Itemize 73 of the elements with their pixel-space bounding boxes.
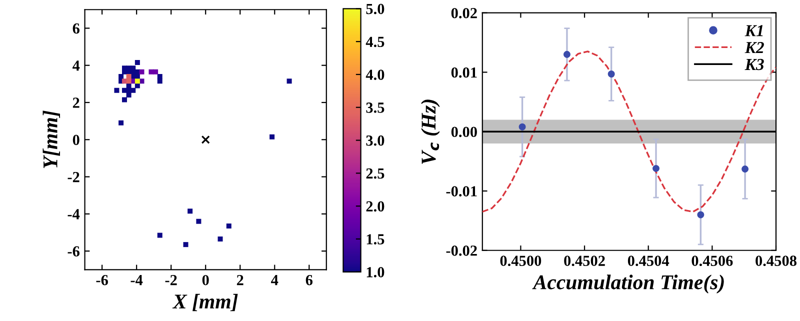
legend-label: K3 xyxy=(744,58,764,70)
color-bar-label: 1.5 xyxy=(366,234,384,244)
point xyxy=(196,218,202,224)
point xyxy=(608,70,615,78)
y-tick-label: 0.02 xyxy=(451,8,477,18)
x-tick-label: 0.4508 xyxy=(756,256,796,266)
point xyxy=(518,123,526,130)
y-tick-label: -6 xyxy=(68,246,80,257)
point xyxy=(563,50,570,58)
color-bar-label: 2.0 xyxy=(366,201,384,212)
y-tick-label: 2 xyxy=(72,98,80,108)
y-axis-title: V$_{c}$ (Hz) xyxy=(420,100,440,164)
point xyxy=(122,97,127,102)
x-tick-label: 2 xyxy=(236,274,244,286)
x-tick-label: 0.4500 xyxy=(500,256,542,266)
color-bar-label: 4.5 xyxy=(366,36,384,48)
point xyxy=(157,232,162,238)
point xyxy=(134,60,140,66)
point xyxy=(183,242,188,248)
point xyxy=(148,69,154,74)
point xyxy=(652,164,660,172)
point xyxy=(126,92,132,98)
point xyxy=(126,74,132,79)
point xyxy=(139,69,144,74)
color-bar-label: 4.0 xyxy=(366,70,384,80)
point xyxy=(201,135,210,144)
x-tick-label: -6 xyxy=(96,274,108,286)
point xyxy=(122,88,127,93)
x-tick-label: 0.4504 xyxy=(628,256,670,266)
x-axis-title: X [mm] xyxy=(172,294,238,312)
y-tick-label: 0.00 xyxy=(451,126,477,138)
y-tick-label: 6 xyxy=(72,23,80,34)
point xyxy=(742,166,749,172)
legend-label: K2 xyxy=(744,42,764,54)
y-tick-label: 4 xyxy=(72,60,80,71)
point xyxy=(114,88,120,93)
color-bar-label: 1.0 xyxy=(366,267,384,278)
x-tick-label: 0 xyxy=(202,274,209,286)
point xyxy=(286,78,292,84)
point xyxy=(134,83,140,88)
y-tick-label: -4 xyxy=(68,209,80,220)
color-bar-label: 5.0 xyxy=(366,4,384,14)
x-tick-label: 4 xyxy=(271,275,278,286)
y-tick-label: -2 xyxy=(68,172,80,182)
color-bar-label: 3.5 xyxy=(366,102,384,113)
y-tick-label: 0 xyxy=(72,134,80,146)
x-tick-label: 0.4502 xyxy=(564,256,605,266)
point xyxy=(122,78,127,84)
point xyxy=(226,223,232,228)
point xyxy=(118,74,124,79)
x-tick-label: 0.4506 xyxy=(692,256,733,266)
color-bar-label: 2.5 xyxy=(366,168,384,179)
x-tick-label: -4 xyxy=(130,275,143,286)
point xyxy=(118,120,124,126)
point xyxy=(188,208,193,214)
color-bar-label: 3.0 xyxy=(366,135,384,146)
point xyxy=(130,88,136,93)
x-axis-title: Accumulation Time(s) xyxy=(532,274,724,294)
point xyxy=(126,78,132,84)
x-tick-label: -2 xyxy=(165,274,177,286)
x-tick-label: 6 xyxy=(306,274,313,286)
point xyxy=(126,83,132,88)
point xyxy=(157,78,162,84)
point xyxy=(218,236,223,242)
point xyxy=(697,211,704,218)
legend-label: K1 xyxy=(744,25,763,36)
y-tick-label: -0.01 xyxy=(446,186,477,197)
y-axis-title: Y[mm] xyxy=(42,110,60,168)
point xyxy=(270,134,275,140)
y-tick-label: -0.02 xyxy=(446,246,477,256)
point xyxy=(153,69,158,74)
point xyxy=(134,78,140,84)
y-tick-label: 0.01 xyxy=(451,67,477,78)
